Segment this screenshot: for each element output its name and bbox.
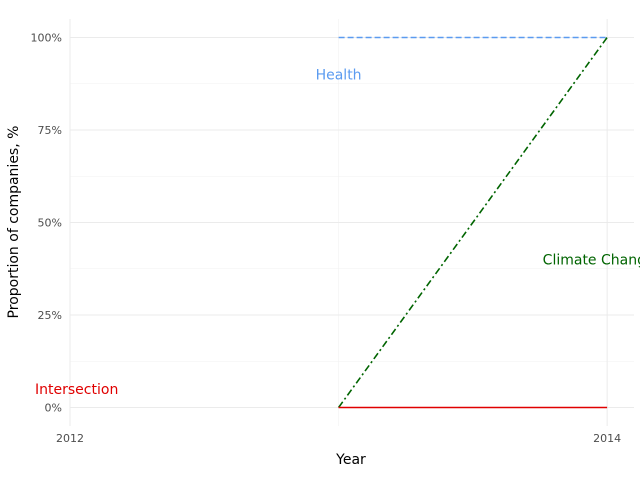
series-label-intersection: Intersection (35, 382, 118, 398)
series-annotations: Health Climate Change Intersection (35, 68, 640, 399)
y-tick-label: 100% (31, 32, 62, 45)
series-lines (337, 36, 608, 409)
y-tick-label: 0% (45, 402, 62, 415)
x-tick-label: 2012 (56, 432, 84, 445)
y-tick-label: 50% (38, 217, 62, 230)
y-tick-label: 75% (38, 124, 62, 137)
x-axis-ticks: 2012 2014 (56, 432, 621, 445)
y-axis-ticks: 0% 25% 50% 75% 100% (31, 32, 62, 415)
series-line-climate-change (337, 37, 608, 408)
series-label-climate-change: Climate Change (543, 253, 640, 269)
x-tick-label: 2014 (593, 432, 621, 445)
series-label-health: Health (316, 68, 362, 84)
x-axis-title: Year (335, 452, 366, 468)
y-axis-title: Proportion of companies, % (6, 126, 22, 319)
y-tick-label: 25% (38, 309, 62, 322)
